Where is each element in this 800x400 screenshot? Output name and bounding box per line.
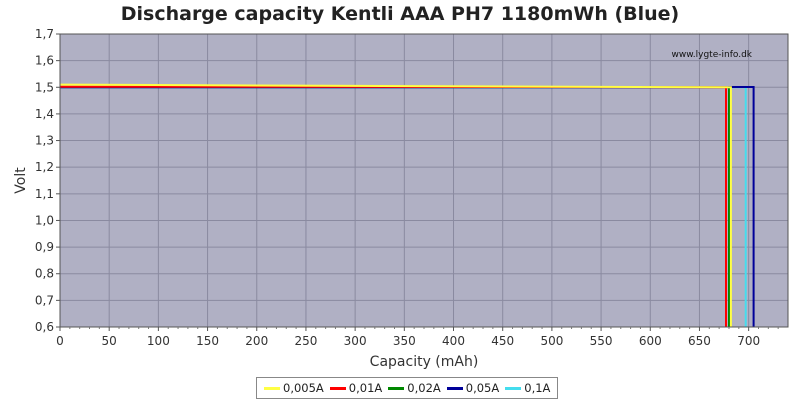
legend-swatch [264,386,280,390]
x-tick-label: 150 [196,334,219,348]
y-tick-label: 0,6 [35,320,54,334]
x-tick-label: 350 [393,334,416,348]
x-tick-label: 400 [442,334,465,348]
watermark: www.lygte-info.dk [672,50,753,60]
legend-label: 0,005A [283,381,324,395]
ticks: 0 50 100 150 200 250 300 350 400 450 500 550 600 650 7… [35,27,779,348]
legend-item: 0,01A [329,381,383,395]
y-tick-label: 1,3 [35,134,54,148]
x-axis-title: Capacity (mAh) [370,354,479,370]
legend-swatch [388,386,405,390]
x-tick-label: 200 [245,334,268,348]
legend-item: 0,005A [264,381,324,395]
x-tick-label: 100 [147,334,170,348]
legend-item: 0,1A [505,381,550,395]
y-tick-label: 1,6 [35,54,54,68]
x-tick-label: 700 [737,334,760,348]
x-tick-label: 600 [639,334,662,348]
y-tick-label: 1,5 [35,80,54,94]
chart-title: Discharge capacity Kentli AAA PH7 1180mW… [120,3,680,25]
x-tick-label: 500 [540,334,563,348]
legend: 0,005A 0,01A 0,02A 0,05A 0,1A [256,377,559,399]
x-tick-label: 300 [344,334,367,348]
legend-label: 0,02A [407,381,441,395]
y-tick-label: 0,9 [35,240,54,254]
y-tick-label: 1,1 [35,187,54,201]
legend-item: 0,02A [388,381,441,395]
legend-label: 0,01A [348,381,383,395]
legend-swatch [505,386,522,390]
y-axis-title: Volt [13,167,29,194]
y-tick-label: 0,7 [35,293,54,307]
x-tick-label: 650 [688,334,711,348]
legend-swatch [329,386,346,390]
y-tick-label: 1,4 [35,107,54,121]
plot-area [60,34,788,327]
y-tick-label: 1,2 [35,160,54,174]
x-tick-label: 450 [491,334,514,348]
legend-label: 0,05A [465,381,500,395]
y-tick-label: 1,0 [35,213,54,227]
x-tick-label: 550 [590,334,613,348]
x-tick-label: 50 [102,334,117,348]
y-tick-label: 0,8 [35,267,54,281]
y-tick-label: 1,7 [35,27,54,41]
legend-item: 0,05A [446,381,500,395]
legend-swatch [446,386,463,390]
series-line-0,005A [59,83,732,327]
x-tick-label: 0 [56,334,64,348]
x-tick-label: 250 [294,334,317,348]
legend-label: 0,1A [524,381,551,395]
series-lines [59,83,755,327]
